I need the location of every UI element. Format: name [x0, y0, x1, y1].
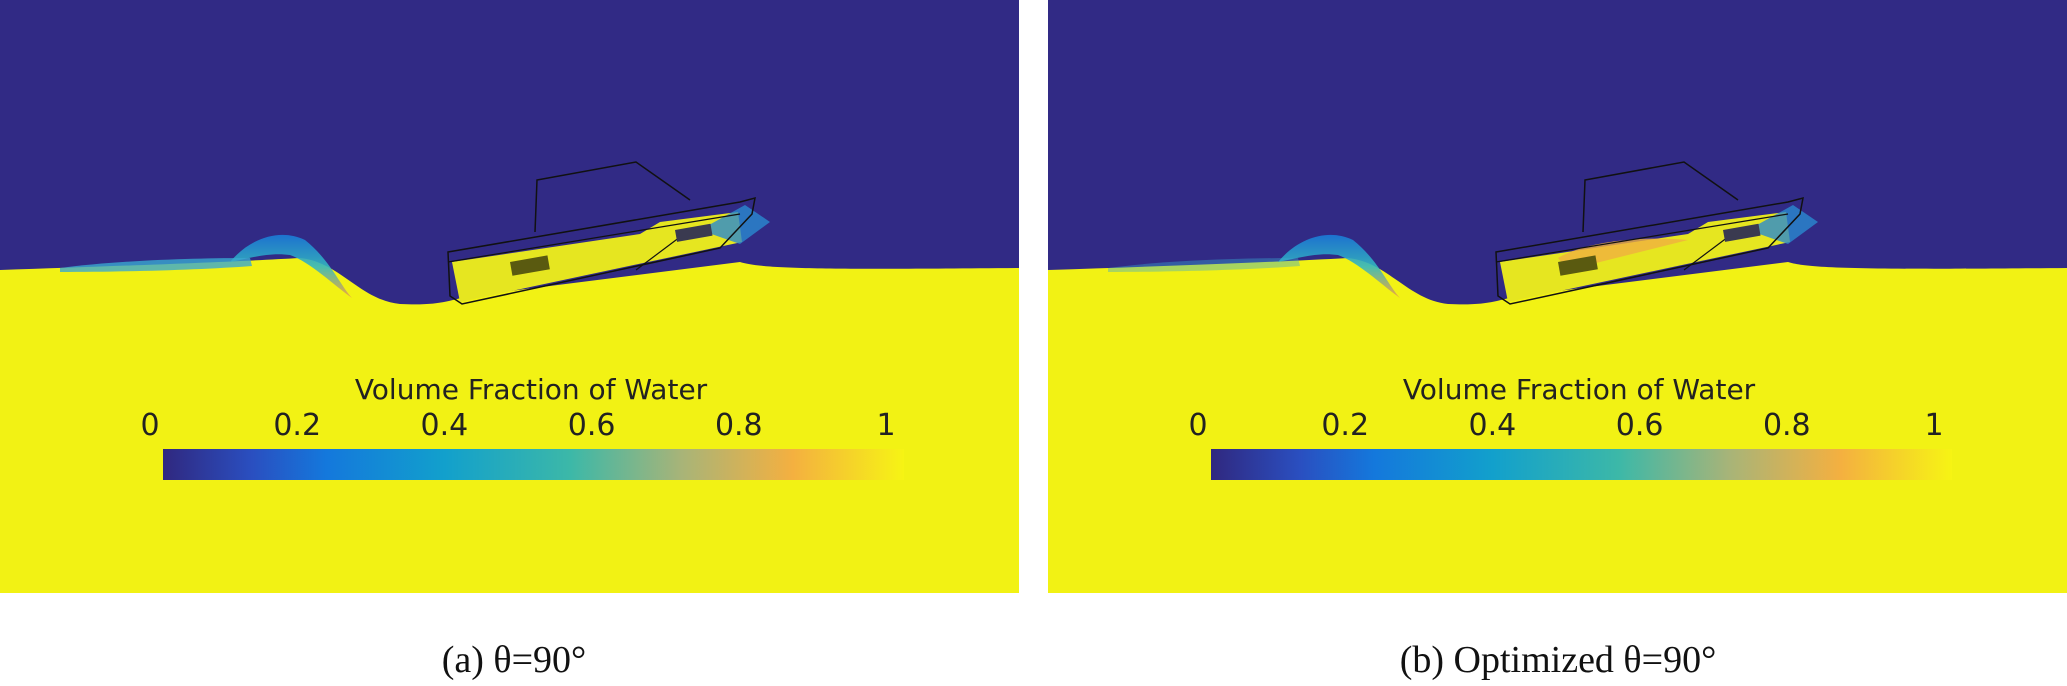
colorbar-tick-label: 0.8: [715, 408, 763, 443]
deck-line: [447, 213, 741, 271]
colorbar-tick-label: 0.6: [1616, 408, 1664, 443]
panel: Volume Fraction of Water 0 0.2 0.4 0.6 0.8 1 (b…: [1048, 0, 2067, 681]
panel: Volume Fraction of Water 0 0.2 0.4 0.6 0.8 1 (a…: [0, 0, 1019, 681]
colorbar-tick-label: 0.6: [568, 408, 616, 443]
wave-crest: [230, 234, 352, 298]
colorbar-tick-label: 0.2: [273, 408, 321, 443]
caption: (a) θ=90°: [442, 639, 587, 681]
colorbar-title: Volume Fraction of Water: [1403, 373, 1756, 406]
colorbar-tick-label: 0.4: [421, 408, 469, 443]
colorbar: [1211, 449, 1952, 480]
cabin-outline: [1582, 161, 1739, 233]
hull-wetted: [452, 212, 742, 302]
colorbar-tick-label: 0: [140, 408, 159, 443]
hull-spray: [1748, 205, 1818, 244]
colorbar-tick-label: 0.8: [1763, 408, 1811, 443]
hull-spray: [700, 205, 770, 244]
hull-outline: [447, 196, 756, 305]
caption: (b) Optimized θ=90°: [1400, 639, 1717, 681]
window: [510, 255, 550, 276]
water-region: [0, 258, 1019, 593]
colorbar-tick-label: 1: [1924, 408, 1943, 443]
wake-band: [60, 258, 252, 272]
colorbar: [163, 449, 904, 480]
colorbar-title: Volume Fraction of Water: [355, 373, 708, 406]
hull-wetted: [1500, 212, 1790, 302]
deck-line: [1495, 213, 1789, 271]
cabin-outline: [534, 161, 691, 233]
wake-band: [1108, 258, 1300, 272]
colorbar-tick-label: 0.2: [1321, 408, 1369, 443]
hull-outline: [1495, 196, 1804, 305]
colorbar-tick-label: 0.4: [1469, 408, 1517, 443]
window: [1723, 223, 1761, 242]
window: [675, 223, 713, 242]
water-region: [1048, 258, 2067, 593]
window: [1558, 255, 1598, 276]
colorbar-tick-label: 1: [876, 408, 895, 443]
wave-crest: [1278, 234, 1400, 298]
colorbar-tick-label: 0: [1188, 408, 1207, 443]
